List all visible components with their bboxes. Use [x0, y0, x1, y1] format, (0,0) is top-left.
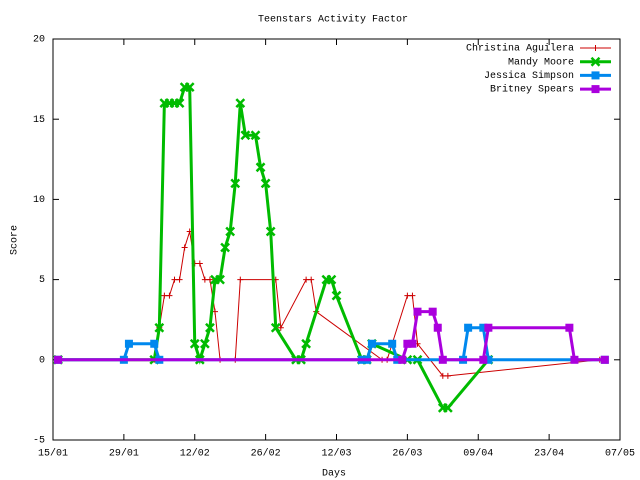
- data-point: [265, 226, 276, 237]
- data-point: [308, 276, 315, 283]
- data-point: [235, 98, 246, 109]
- x-tick-label: 23/04: [534, 448, 564, 460]
- data-point: [404, 292, 411, 299]
- data-point: [428, 307, 437, 316]
- data-point: [260, 178, 271, 189]
- data-point: [484, 323, 493, 332]
- x-tick-label: 26/02: [251, 448, 281, 460]
- data-point: [479, 355, 488, 364]
- data-point: [161, 292, 168, 299]
- data-point: [301, 338, 312, 349]
- data-point: [388, 339, 397, 348]
- y-tick-label: 10: [33, 195, 45, 206]
- x-tick-label: 26/03: [392, 448, 422, 460]
- data-point: [250, 130, 261, 141]
- data-point: [199, 338, 210, 349]
- x-tick-label: 15/01: [38, 448, 68, 460]
- data-point: [442, 403, 453, 413]
- data-point: [171, 276, 178, 283]
- data-point: [484, 355, 493, 364]
- data-point: [403, 339, 412, 348]
- data-point: [166, 292, 173, 299]
- data-point: [439, 372, 446, 379]
- x-tick-label: 07/05: [605, 448, 635, 460]
- data-point: [433, 323, 442, 332]
- legend-label: Christina Aguilera: [466, 43, 574, 55]
- data-point: [54, 355, 63, 364]
- data-point: [215, 274, 225, 285]
- data-point: [154, 322, 165, 333]
- data-point: [150, 339, 159, 348]
- data-point: [444, 372, 451, 379]
- legend-marker: [591, 85, 600, 94]
- data-point: [225, 226, 236, 237]
- legend-label: Britney Spears: [490, 84, 574, 96]
- data-point: [398, 355, 407, 364]
- data-point: [201, 276, 208, 283]
- y-tick-label: 20: [33, 35, 45, 46]
- data-point: [230, 178, 241, 189]
- legend-label: Jessica Simpson: [484, 70, 574, 82]
- data-point: [255, 162, 266, 173]
- x-axis-label: Days: [322, 469, 346, 480]
- legend-marker: [591, 71, 600, 80]
- data-point: [184, 82, 195, 93]
- data-point: [196, 260, 203, 267]
- data-point: [438, 355, 447, 364]
- legend-marker: [590, 56, 601, 67]
- data-point: [565, 323, 574, 332]
- data-point: [237, 276, 244, 283]
- data-point: [570, 355, 579, 364]
- legend-marker: [592, 45, 599, 51]
- data-point: [270, 322, 281, 333]
- data-point: [205, 322, 215, 333]
- data-point: [220, 242, 231, 253]
- x-tick-label: 12/03: [321, 448, 351, 460]
- y-tick-label: 5: [39, 275, 45, 286]
- x-tick-label: 29/01: [109, 448, 139, 460]
- data-point: [413, 307, 422, 316]
- data-point: [367, 339, 376, 348]
- legend-label: Mandy Moore: [508, 56, 574, 68]
- y-tick-label: -5: [33, 436, 45, 447]
- data-point: [408, 339, 417, 348]
- x-tick-label: 12/02: [180, 448, 210, 460]
- data-point: [176, 276, 183, 283]
- y-tick-label: 0: [39, 355, 45, 366]
- chart-title: Teenstars Activity Factor: [258, 14, 408, 26]
- data-point: [326, 274, 337, 285]
- y-tick-label: 15: [33, 115, 45, 126]
- data-point: [409, 292, 416, 299]
- data-point: [189, 338, 200, 349]
- data-point: [206, 276, 213, 283]
- data-point: [331, 290, 342, 301]
- data-point: [124, 339, 133, 348]
- x-tick-label: 09/04: [463, 448, 493, 460]
- data-point: [240, 130, 251, 141]
- data-point: [277, 324, 284, 331]
- data-point: [181, 244, 188, 251]
- data-point: [600, 355, 609, 364]
- data-point: [303, 276, 310, 283]
- data-point: [174, 98, 185, 109]
- data-point: [479, 323, 488, 332]
- data-point: [464, 323, 473, 332]
- y-axis-label: Score: [10, 225, 21, 255]
